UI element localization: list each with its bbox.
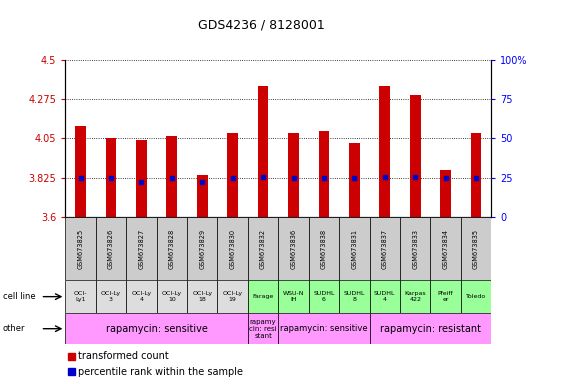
Text: GSM673830: GSM673830 (229, 228, 236, 269)
Text: Karpas
422: Karpas 422 (404, 291, 426, 302)
Bar (248, 280, 278, 313)
Bar (339, 280, 370, 313)
Bar (370, 280, 400, 313)
Bar (157, 280, 187, 313)
Text: OCI-
Ly1: OCI- Ly1 (74, 291, 87, 302)
Text: OCI-Ly
10: OCI-Ly 10 (162, 291, 182, 302)
Text: GSM673838: GSM673838 (321, 228, 327, 269)
Bar (126, 280, 157, 313)
Text: SUDHL
4: SUDHL 4 (374, 291, 395, 302)
Text: SUDHL
8: SUDHL 8 (344, 291, 365, 302)
Text: GSM673827: GSM673827 (139, 228, 144, 269)
Bar (65, 313, 248, 344)
Bar (379, 86, 390, 217)
Bar (461, 280, 491, 313)
Text: GSM673837: GSM673837 (382, 228, 388, 269)
Text: GSM673825: GSM673825 (78, 228, 83, 269)
Bar (258, 86, 269, 217)
Bar (75, 126, 86, 217)
Text: rapamy
cin: resi
stant: rapamy cin: resi stant (249, 319, 277, 339)
Bar (410, 94, 420, 217)
Bar (440, 170, 451, 217)
Text: Farage: Farage (253, 294, 274, 299)
Text: OCI-Ly
3: OCI-Ly 3 (101, 291, 121, 302)
Bar (227, 133, 238, 217)
Bar (136, 140, 147, 217)
Bar (278, 313, 370, 344)
Text: GSM673835: GSM673835 (473, 228, 479, 269)
Bar (126, 217, 157, 280)
Text: GSM673836: GSM673836 (291, 228, 296, 269)
Bar (309, 280, 339, 313)
Bar (248, 313, 278, 344)
Bar (370, 217, 400, 280)
Bar (65, 280, 96, 313)
Bar (339, 217, 370, 280)
Bar (187, 217, 218, 280)
Text: GSM673832: GSM673832 (260, 228, 266, 269)
Text: cell line: cell line (3, 292, 35, 301)
Text: OCI-Ly
19: OCI-Ly 19 (223, 291, 243, 302)
Bar (461, 217, 491, 280)
Bar (218, 217, 248, 280)
Bar (349, 144, 360, 217)
Text: transformed count: transformed count (78, 351, 169, 361)
Bar (400, 217, 431, 280)
Text: WSU-N
IH: WSU-N IH (283, 291, 304, 302)
Bar (319, 131, 329, 217)
Text: GSM673828: GSM673828 (169, 228, 175, 269)
Text: Pfeiff
er: Pfeiff er (438, 291, 453, 302)
Bar (65, 217, 96, 280)
Text: OCI-Ly
18: OCI-Ly 18 (192, 291, 212, 302)
Text: OCI-Ly
4: OCI-Ly 4 (131, 291, 152, 302)
Text: GSM673826: GSM673826 (108, 228, 114, 269)
Bar (278, 217, 309, 280)
Text: SUDHL
6: SUDHL 6 (313, 291, 335, 302)
Bar (96, 217, 126, 280)
Bar (248, 217, 278, 280)
Bar (218, 280, 248, 313)
Bar (96, 280, 126, 313)
Bar (288, 133, 299, 217)
Bar (106, 138, 116, 217)
Bar (157, 217, 187, 280)
Text: rapamycin: resistant: rapamycin: resistant (380, 324, 481, 334)
Text: GSM673833: GSM673833 (412, 228, 418, 269)
Text: percentile rank within the sample: percentile rank within the sample (78, 367, 243, 377)
Text: GSM673834: GSM673834 (442, 228, 449, 269)
Bar (187, 280, 218, 313)
Bar (431, 217, 461, 280)
Text: GSM673829: GSM673829 (199, 228, 205, 269)
Bar (278, 280, 309, 313)
Bar (431, 280, 461, 313)
Bar (400, 280, 431, 313)
Bar (309, 217, 339, 280)
Bar (166, 136, 177, 217)
Text: GDS4236 / 8128001: GDS4236 / 8128001 (198, 18, 325, 31)
Bar (471, 133, 482, 217)
Text: rapamycin: sensitive: rapamycin: sensitive (106, 324, 207, 334)
Text: rapamycin: sensitive: rapamycin: sensitive (280, 324, 367, 333)
Text: Toledo: Toledo (466, 294, 486, 299)
Text: other: other (3, 324, 26, 333)
Text: GSM673831: GSM673831 (352, 228, 357, 269)
Bar (370, 313, 491, 344)
Bar (197, 175, 207, 217)
